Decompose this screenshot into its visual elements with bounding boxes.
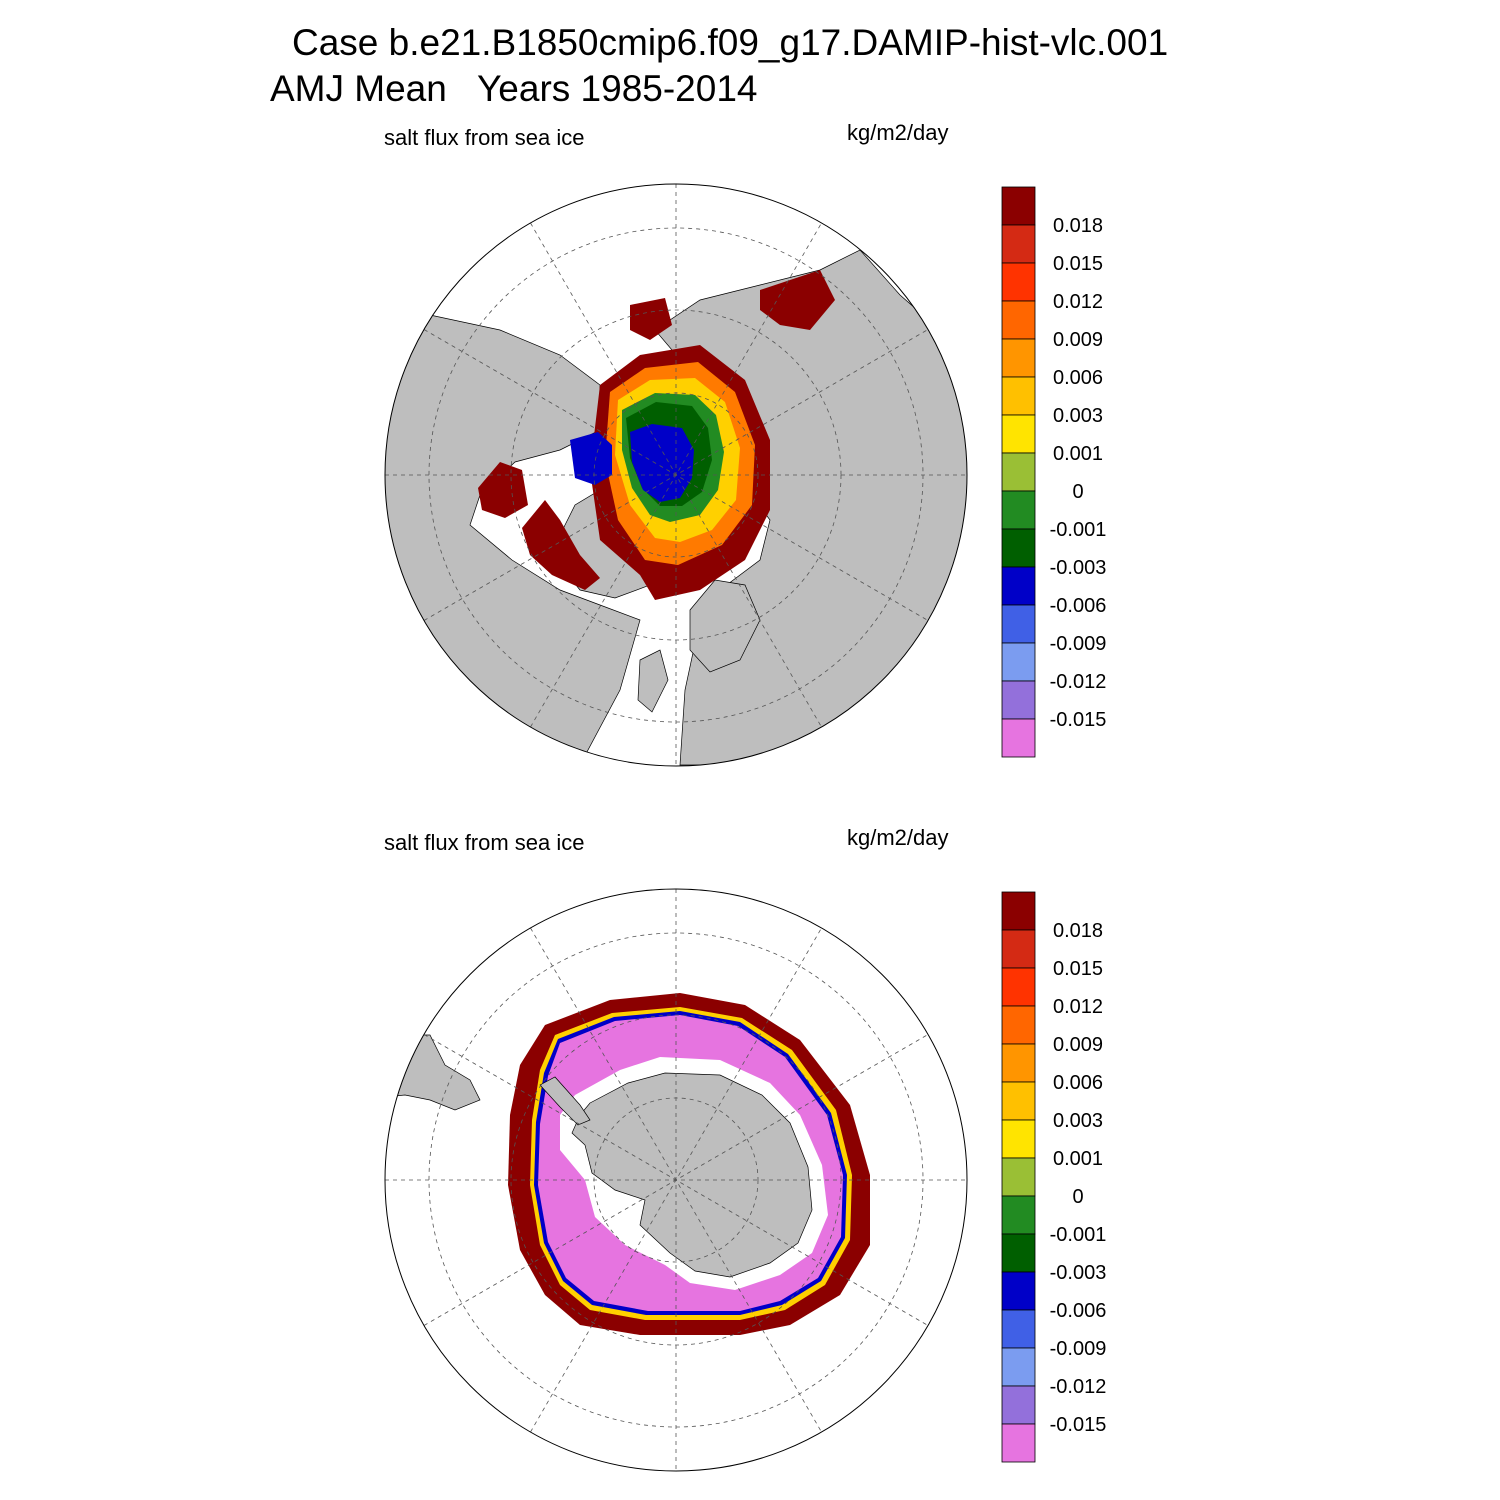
figure-title-period: AMJ Mean Years 1985-2014 bbox=[270, 68, 758, 109]
colorbar-box bbox=[1001, 929, 1036, 969]
north-flux-archipelago bbox=[570, 432, 612, 485]
colorbar-box bbox=[1001, 452, 1036, 492]
colorbar-tick-label: -0.006 bbox=[1050, 595, 1107, 617]
colorbar-box bbox=[1001, 680, 1036, 720]
colorbar-box bbox=[1001, 1233, 1036, 1273]
colorbar-box bbox=[1001, 1043, 1036, 1083]
north-land-uk bbox=[637, 649, 669, 713]
colorbar-box bbox=[1001, 1347, 1036, 1387]
north-polar-map: 0.018 0.015 0.012 0.009 0.006 0.003 0.001 0 -0.0… bbox=[384, 183, 1107, 767]
colorbar-box bbox=[1001, 642, 1036, 682]
colorbar-tick-label: 0.012 bbox=[1053, 291, 1103, 313]
colorbar-tick-label: -0.003 bbox=[1050, 557, 1107, 579]
north-graticule bbox=[385, 184, 967, 766]
colorbar-box bbox=[1001, 376, 1036, 416]
colorbar-tick-label: 0.018 bbox=[1053, 920, 1103, 942]
colorbar-tick-label: -0.012 bbox=[1050, 671, 1107, 693]
colorbar-box bbox=[1001, 528, 1036, 568]
colorbar-tick-label: 0.003 bbox=[1053, 405, 1103, 427]
south-polar-map: 0.018 0.015 0.012 0.009 0.006 0.003 0.001 0 -0.0… bbox=[384, 888, 1107, 1472]
colorbar-tick-label: 0.001 bbox=[1053, 443, 1103, 465]
north-variable-label: salt flux from sea ice bbox=[384, 125, 585, 150]
north-flux-bering bbox=[760, 270, 835, 330]
south-map-border bbox=[384, 888, 968, 1472]
north-colorbar: 0.018 0.015 0.012 0.009 0.006 0.003 0.001 0 -0.0… bbox=[1001, 186, 1107, 758]
colorbar-box bbox=[1001, 490, 1036, 530]
south-colorbar: 0.018 0.015 0.012 0.009 0.006 0.003 0.001 0 -0.0… bbox=[1001, 891, 1107, 1463]
colorbar-tick-label: 0.003 bbox=[1053, 1110, 1103, 1132]
colorbar-box bbox=[1001, 414, 1036, 454]
colorbar-tick-label: 0.015 bbox=[1053, 253, 1103, 275]
colorbar-box bbox=[1001, 1005, 1036, 1045]
colorbar-box bbox=[1001, 566, 1036, 606]
colorbar-box bbox=[1001, 186, 1036, 226]
colorbar-box bbox=[1001, 604, 1036, 644]
colorbar-box bbox=[1001, 1157, 1036, 1197]
colorbar-tick-label: 0.009 bbox=[1053, 329, 1103, 351]
north-land-scandinavia bbox=[689, 579, 761, 673]
colorbar-tick-label: -0.015 bbox=[1050, 1414, 1107, 1436]
colorbar-box bbox=[1001, 224, 1036, 264]
colorbar-box bbox=[1001, 262, 1036, 302]
north-flux-baffin-labrador bbox=[522, 500, 600, 590]
colorbar-tick-label: -0.006 bbox=[1050, 1300, 1107, 1322]
south-variable-label: salt flux from sea ice bbox=[384, 830, 585, 855]
colorbar-tick-label: -0.015 bbox=[1050, 709, 1107, 731]
colorbar-tick-label: -0.012 bbox=[1050, 1376, 1107, 1398]
colorbar-box bbox=[1001, 1081, 1036, 1121]
colorbar-tick-label: 0 bbox=[1072, 481, 1083, 503]
colorbar-box bbox=[1001, 338, 1036, 378]
colorbar-tick-label: 0.006 bbox=[1053, 367, 1103, 389]
colorbar-tick-label: -0.009 bbox=[1050, 633, 1107, 655]
north-flux-okhotsk bbox=[630, 298, 672, 340]
colorbar-box bbox=[1001, 1309, 1036, 1349]
colorbar-tick-label: 0.012 bbox=[1053, 996, 1103, 1018]
colorbar-box bbox=[1001, 1119, 1036, 1159]
colorbar-tick-label: 0.006 bbox=[1053, 1072, 1103, 1094]
colorbar-box bbox=[1001, 300, 1036, 340]
colorbar-tick-label: 0.001 bbox=[1053, 1148, 1103, 1170]
colorbar-box bbox=[1001, 1195, 1036, 1235]
colorbar-tick-label: -0.003 bbox=[1050, 1262, 1107, 1284]
north-map-border bbox=[384, 183, 968, 767]
colorbar-tick-label: 0 bbox=[1072, 1186, 1083, 1208]
figure-title-case: Case b.e21.B1850cmip6.f09_g17.DAMIP-hist… bbox=[292, 22, 1169, 63]
colorbar-tick-label: 0.009 bbox=[1053, 1034, 1103, 1056]
colorbar-tick-label: 0.018 bbox=[1053, 215, 1103, 237]
colorbar-tick-label: -0.001 bbox=[1050, 519, 1107, 541]
colorbar-box bbox=[1001, 718, 1036, 758]
south-units-label: kg/m2/day bbox=[847, 825, 949, 850]
colorbar-box bbox=[1001, 1385, 1036, 1425]
colorbar-box bbox=[1001, 1271, 1036, 1311]
south-land-peninsula bbox=[539, 1076, 591, 1126]
north-flux-hudson-bay bbox=[478, 462, 528, 518]
north-flux-central-blue bbox=[630, 424, 694, 502]
colorbar-box bbox=[1001, 1423, 1036, 1463]
south-graticule bbox=[385, 889, 967, 1471]
south-land-antarctica bbox=[571, 1072, 813, 1278]
colorbar-tick-label: 0.015 bbox=[1053, 958, 1103, 980]
colorbar-box bbox=[1001, 891, 1036, 931]
north-units-label: kg/m2/day bbox=[847, 120, 949, 145]
colorbar-box bbox=[1001, 967, 1036, 1007]
colorbar-tick-label: -0.009 bbox=[1050, 1338, 1107, 1360]
colorbar-tick-label: -0.001 bbox=[1050, 1224, 1107, 1246]
